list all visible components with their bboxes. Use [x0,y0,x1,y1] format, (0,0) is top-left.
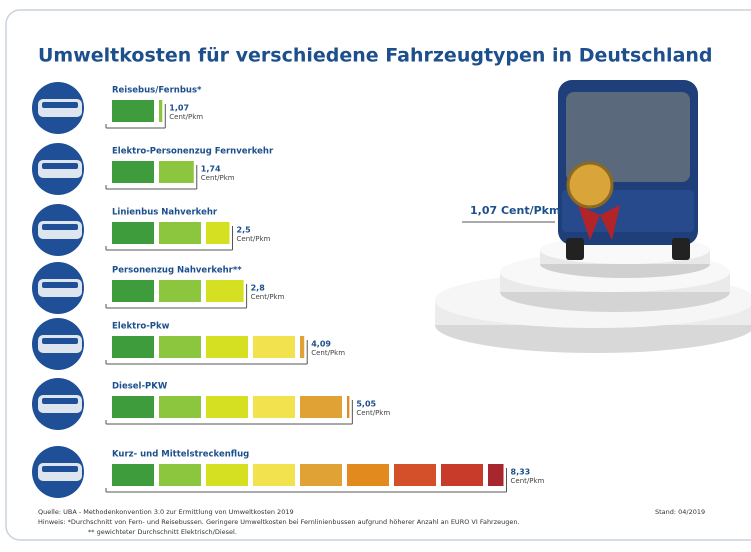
callout: 1,07 Cent/Pkm [470,204,560,217]
vehicle-icon-window [42,102,78,108]
bar [112,222,230,244]
value-label: 1,74 [201,165,221,174]
category-label: Linienbus Nahverkehr [112,208,218,218]
unit-label: Cent/Pkm [511,477,545,485]
vehicle-icon-window [42,398,78,404]
value-label: 2,8 [251,284,266,293]
callout-value: 1,07 [470,204,497,217]
unit-label: Cent/Pkm [251,293,285,301]
category-label: Kurz- und Mittelstreckenflug [112,450,249,460]
category-label: Elektro-Personenzug Fernverkehr [112,147,274,157]
chart-title: Umweltkosten für verschiedene Fahrzeugty… [38,45,713,67]
unit-label: Cent/Pkm [201,174,235,182]
bar [112,396,349,418]
value-label: 5,05 [356,400,376,409]
bar [112,464,504,486]
unit-label: Cent/Pkm [311,349,345,357]
note: Hinweis: *Durchschnitt von Fern- und Rei… [38,518,520,526]
callout-unit: Cent/Pkm [501,204,560,217]
chart: Umweltkosten für verschiedene Fahrzeugty… [0,0,751,552]
vehicle-icon-window [42,224,78,230]
bar [112,100,162,122]
category-label: Reisebus/Fernbus* [112,86,202,96]
bar [112,336,304,358]
category-label: Personenzug Nahverkehr** [112,266,242,276]
date: Stand: 04/2019 [655,508,705,516]
vehicle-icon-window [42,466,78,472]
value-label: 1,07 [169,104,189,113]
vehicle-icon-window [42,163,78,169]
page: Umweltkosten für verschiedene Fahrzeugty… [0,0,751,552]
source: Quelle: UBA - Methodenkonvention 3.0 zur… [38,508,294,516]
unit-label: Cent/Pkm [356,409,390,417]
value-label: 2,5 [237,226,252,235]
note: ** gewichteter Durchschnitt Elektrisch/D… [88,528,237,536]
value-label: 8,33 [511,468,531,477]
value-label: 4,09 [311,340,331,349]
vehicle-icon-window [42,282,78,288]
bar [112,280,244,302]
category-label: Diesel-PKW [112,382,168,392]
unit-label: Cent/Pkm [169,113,203,121]
vehicle-icon-window [42,338,78,344]
bar [112,161,194,183]
unit-label: Cent/Pkm [237,235,271,243]
category-label: Elektro-Pkw [112,322,170,332]
